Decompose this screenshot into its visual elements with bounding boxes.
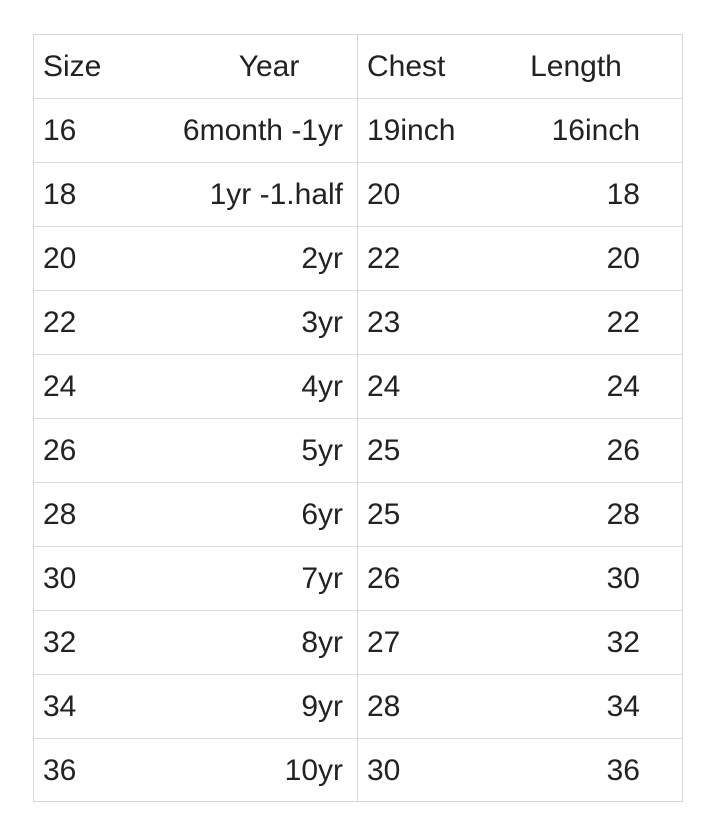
table-cell: 28 — [43, 498, 77, 531]
table-cell: 34 — [606, 690, 640, 723]
table-cell: 1yr -1.half — [209, 178, 343, 211]
table-cell: 26 — [43, 434, 77, 467]
table-cell: 26 — [367, 562, 401, 595]
row-divider — [34, 354, 682, 355]
header-cell: Size — [43, 50, 102, 83]
table-cell: 24 — [367, 370, 401, 403]
table-cell: 7yr — [301, 562, 343, 595]
row-divider — [34, 162, 682, 163]
table-cell: 32 — [43, 626, 77, 659]
table-cell: 19inch — [367, 114, 456, 147]
header-cell: Length — [530, 50, 622, 83]
table-cell: 22 — [606, 306, 640, 339]
table-cell: 28 — [606, 498, 640, 531]
table-cell: 22 — [367, 242, 401, 275]
table-cell: 20 — [606, 242, 640, 275]
table-cell: 6month -1yr — [182, 114, 343, 147]
table-cell: 34 — [43, 690, 77, 723]
row-divider — [34, 738, 682, 739]
table-cell: 16 — [43, 114, 77, 147]
table-cell: 18 — [43, 178, 77, 211]
table-cell: 10yr — [284, 754, 343, 787]
table-cell: 26 — [606, 434, 640, 467]
row-divider — [34, 546, 682, 547]
table-cell: 24 — [43, 370, 77, 403]
table-cell: 4yr — [301, 370, 343, 403]
row-divider — [34, 482, 682, 483]
row-divider — [34, 290, 682, 291]
table-cell: 27 — [367, 626, 401, 659]
table-cell: 32 — [606, 626, 640, 659]
table-cell: 18 — [606, 178, 640, 211]
table-cell: 22 — [43, 306, 77, 339]
table-cell: 16inch — [551, 114, 640, 147]
table-cell: 28 — [367, 690, 401, 723]
row-divider — [34, 610, 682, 611]
row-divider — [34, 98, 682, 99]
header-cell: Year — [238, 50, 300, 83]
table-cell: 9yr — [301, 690, 343, 723]
table-cell: 2yr — [301, 242, 343, 275]
row-divider — [34, 226, 682, 227]
row-divider — [34, 674, 682, 675]
table-cell: 30 — [43, 562, 77, 595]
table-cell: 25 — [367, 498, 401, 531]
table-cell: 20 — [367, 178, 401, 211]
table-cell: 5yr — [301, 434, 343, 467]
table-cell: 20 — [43, 242, 77, 275]
size-table: Size Year Chest Length 16 6month -1yr 19inch 16… — [33, 34, 683, 802]
table-cell: 3yr — [301, 306, 343, 339]
table-cell: 30 — [367, 754, 401, 787]
table-cell: 30 — [606, 562, 640, 595]
table-cell: 36 — [606, 754, 640, 787]
table-cell: 24 — [606, 370, 640, 403]
table-cell: 8yr — [301, 626, 343, 659]
header-cell: Chest — [367, 50, 446, 83]
table-cell: 25 — [367, 434, 401, 467]
table-cell: 23 — [367, 306, 401, 339]
table-cell: 36 — [43, 754, 77, 787]
table-cell: 6yr — [301, 498, 343, 531]
row-divider — [34, 418, 682, 419]
